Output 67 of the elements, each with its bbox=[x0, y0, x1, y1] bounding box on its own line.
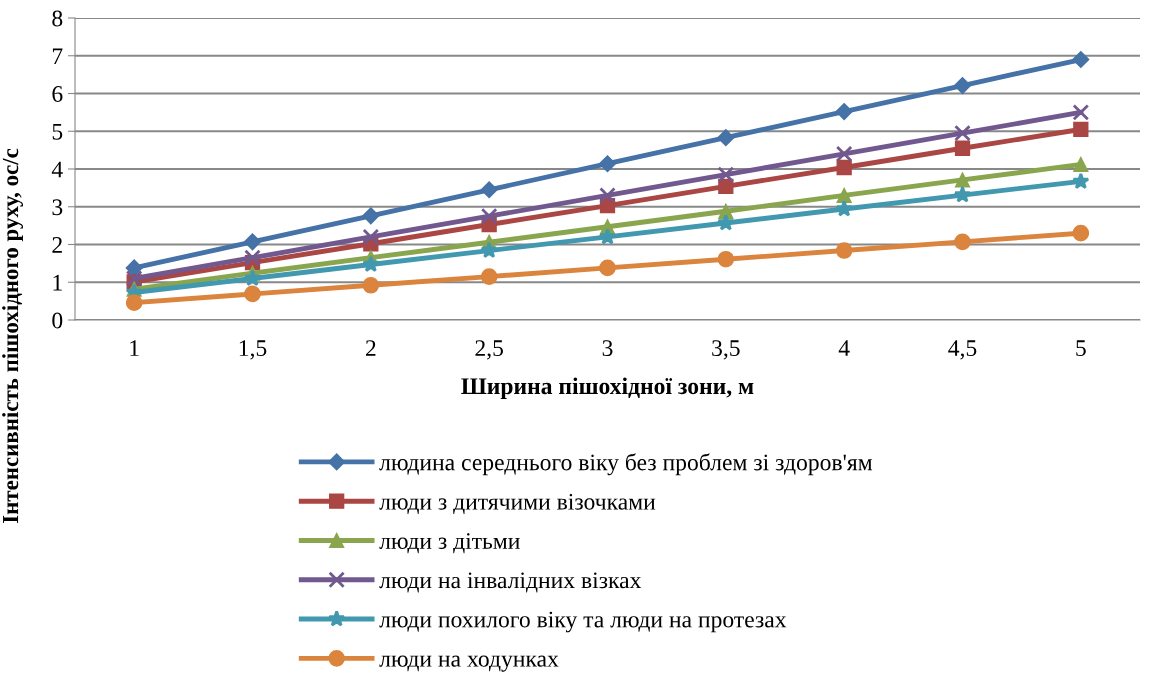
x-tick-label: 3,5 bbox=[712, 340, 740, 360]
x-tick-label: 5 bbox=[1076, 340, 1086, 357]
x-axis-title: Ширина пішохідної зони, м bbox=[461, 377, 754, 399]
point bbox=[599, 259, 616, 277]
point bbox=[362, 255, 380, 273]
x-tick-label: 2,5 bbox=[475, 340, 503, 360]
point bbox=[125, 294, 143, 311]
point bbox=[1072, 172, 1090, 190]
point bbox=[717, 129, 735, 147]
x-tick-label: 3 bbox=[602, 340, 613, 357]
point bbox=[953, 77, 972, 95]
legend-label: люди з дітьми bbox=[379, 533, 520, 554]
point bbox=[362, 276, 380, 294]
point bbox=[243, 233, 262, 251]
point bbox=[953, 186, 972, 203]
x-tick-label: 4,5 bbox=[948, 340, 977, 360]
point bbox=[954, 124, 971, 142]
point bbox=[835, 199, 853, 217]
point bbox=[480, 181, 498, 199]
point bbox=[835, 103, 853, 121]
point bbox=[244, 285, 261, 303]
point bbox=[598, 227, 617, 245]
point bbox=[243, 269, 262, 287]
legend-label: люди на ходунках bbox=[379, 655, 559, 672]
point bbox=[480, 241, 498, 259]
point bbox=[954, 140, 971, 156]
point bbox=[125, 259, 143, 277]
point bbox=[480, 268, 498, 285]
point bbox=[244, 249, 261, 267]
x-tick-label: 1 bbox=[130, 340, 139, 356]
y-tick-label: 0 bbox=[52, 312, 63, 329]
point bbox=[598, 155, 617, 173]
x-tick-label: 4 bbox=[838, 340, 850, 356]
legend-label: людина середнього віку без проблем зі здоров'ям bbox=[379, 453, 873, 476]
y-tick-label: 4 bbox=[51, 161, 63, 178]
point bbox=[717, 250, 735, 268]
point bbox=[599, 187, 616, 204]
y-tick-label: 5 bbox=[52, 123, 63, 140]
x-tick-label: 2 bbox=[365, 340, 376, 356]
point bbox=[954, 233, 971, 251]
point bbox=[362, 228, 380, 246]
y-tick-label: 3 bbox=[52, 199, 63, 216]
point bbox=[362, 207, 380, 225]
y-tick-label: 8 bbox=[52, 10, 63, 27]
point bbox=[717, 213, 735, 231]
y-axis-title: Інтенсивність пішохідного руху, ос/с bbox=[2, 148, 23, 523]
legend-label: люди на інвалідних візках bbox=[379, 572, 642, 593]
point bbox=[1072, 224, 1090, 242]
legend-label: люди похилого віку та люди на протезах bbox=[379, 611, 787, 633]
point bbox=[836, 187, 852, 204]
y-tick-label: 6 bbox=[52, 86, 63, 102]
y-tick-label: 7 bbox=[52, 48, 63, 64]
y-tick-label: 2 bbox=[52, 237, 62, 253]
point bbox=[835, 242, 853, 259]
point bbox=[1073, 156, 1089, 173]
point bbox=[125, 270, 143, 287]
y-tick-label: 1 bbox=[53, 274, 62, 291]
point bbox=[954, 172, 971, 188]
point bbox=[1072, 104, 1090, 121]
point bbox=[480, 207, 498, 225]
point bbox=[717, 166, 735, 183]
point bbox=[836, 159, 852, 176]
x-tick-label: 1,5 bbox=[239, 340, 267, 360]
legend-label: люди з дитячими візочками bbox=[379, 493, 656, 515]
point bbox=[835, 145, 853, 163]
point bbox=[1072, 50, 1090, 69]
point bbox=[1073, 121, 1089, 138]
